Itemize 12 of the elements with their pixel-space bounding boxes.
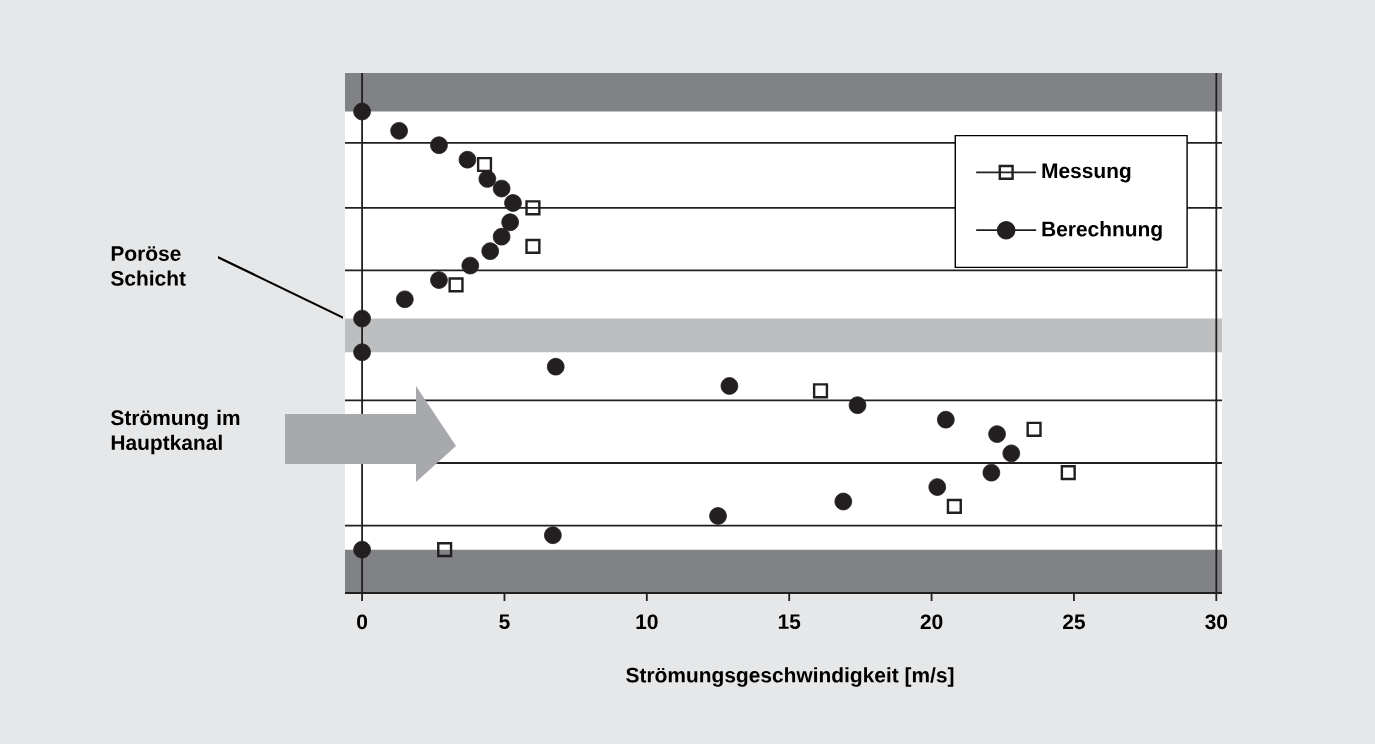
text: Poröse Schicht — [110, 246, 186, 286]
x-tick-label: 30 — [1205, 614, 1228, 630]
x-tick-label: 20 — [920, 614, 943, 630]
x-tick-label: 10 — [636, 614, 658, 630]
x-axis-title: Strömungsgeschwindigkeit [m/s] — [626, 667, 954, 687]
x-tick-label: 0 — [357, 614, 368, 630]
legend-label: Messung — [1042, 163, 1131, 183]
legend-label: Berechnung — [1042, 221, 1162, 241]
text: Strömung im Hauptkanal — [110, 409, 240, 455]
x-tick-label: 5 — [499, 614, 510, 629]
x-tick-label: 15 — [778, 614, 801, 629]
x-tick-label: 25 — [1063, 614, 1085, 630]
